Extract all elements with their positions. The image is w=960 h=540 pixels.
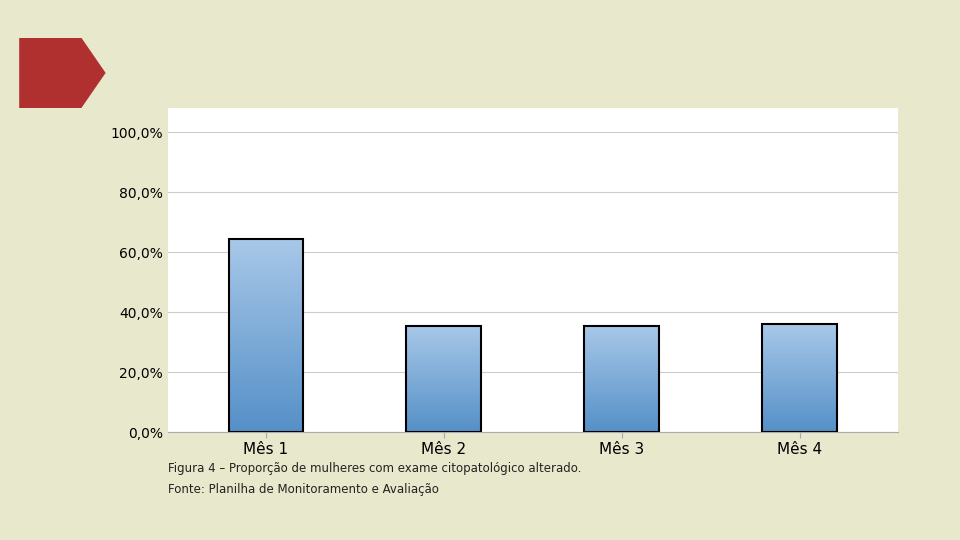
Bar <box>585 326 660 432</box>
Text: Fonte: Planilha de Monitoramento e Avaliação: Fonte: Planilha de Monitoramento e Avali… <box>168 483 439 496</box>
Bar <box>762 324 837 432</box>
Text: Figura 4 – Proporção de mulheres com exame citopatológico alterado.: Figura 4 – Proporção de mulheres com exa… <box>168 462 582 475</box>
Bar <box>228 239 303 432</box>
Polygon shape <box>19 38 106 108</box>
Bar <box>406 326 481 432</box>
